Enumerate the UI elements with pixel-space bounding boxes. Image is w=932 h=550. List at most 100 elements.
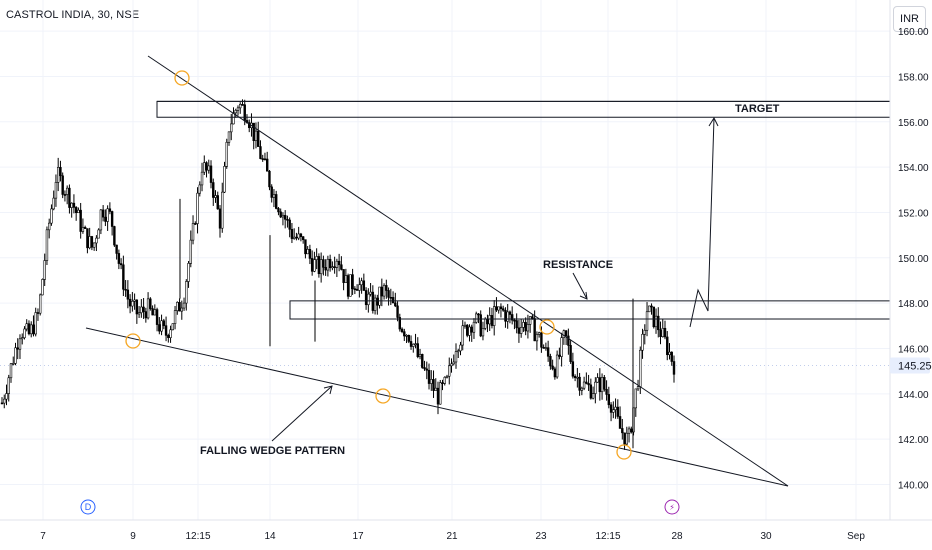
drawings[interactable]: TARGET RESISTANCE FALLING WEDGE PATTERN [85,55,891,487]
candle-body [319,259,323,275]
candle-body [587,383,590,386]
candle-body [340,264,343,270]
candle-body [490,315,494,326]
candle-body [661,327,664,337]
candle-body [391,297,395,304]
candle-body [230,123,233,133]
candle-body [369,291,372,295]
candle-body [569,345,572,362]
candle-body [301,236,305,240]
candle-body [18,338,22,350]
candle-body [432,379,435,391]
pattern-arrow-head [323,385,333,395]
last-price-value: 145.25 [898,360,932,372]
candle-body [126,289,130,300]
dividend-badge[interactable] [80,499,96,515]
candle-body [616,406,620,417]
candle-body [101,209,105,218]
candle-body [131,300,134,307]
candle-body [346,275,350,297]
candle-body [645,311,649,331]
candle-body [497,306,500,311]
candle-body [268,170,271,188]
candle-body [27,323,31,335]
candle-body [603,377,606,390]
time-tick-label: 28 [671,531,683,542]
pattern-arrow[interactable] [271,385,333,442]
candle-body [668,351,671,356]
candle-body [185,281,188,304]
price-tick-label: 150.00 [898,254,929,265]
candle-body [124,288,127,291]
candle-body [189,239,192,264]
candle-body [436,387,440,405]
candle-body [88,236,91,249]
candle-body [59,167,62,177]
price-tick-label: 140.00 [898,481,929,492]
candle-body [68,187,71,208]
earnings-marker[interactable]: ⚡ [664,499,680,515]
candle-body [367,293,370,306]
candle-body [151,308,154,316]
candle-body [133,299,136,302]
candle-body [326,258,330,271]
candle-body [457,350,460,353]
candle-body [618,416,622,429]
price-axis[interactable]: 140.00 142.00 144.00 146.00 148.00 150.00 152.… [898,27,929,491]
candle-body [650,305,653,308]
candle-body [52,197,55,210]
candle-body [270,186,273,198]
dividend-badge-label: D [85,502,92,512]
candle-body [573,375,577,379]
candle-body [484,318,487,329]
candle-body [218,208,222,229]
candle-body [382,285,386,297]
candle-body [344,275,348,283]
pivot-marker [125,333,141,349]
candle-body [486,318,489,325]
candle-body [609,404,613,413]
candle-body [666,336,669,356]
currency-button[interactable]: INR [893,6,926,32]
candle-body [441,382,444,384]
candle-body [299,233,303,238]
candle-body [333,266,336,268]
candle-body [378,286,381,306]
candle-body [535,334,539,342]
wedge-upper-trendline[interactable] [147,55,789,487]
pivot-markers [125,70,632,460]
candle-body [187,263,190,282]
candle-body [272,194,276,198]
time-axis[interactable]: 7 9 12:15 14 17 21 23 12:15 28 30 Sep [40,531,865,542]
candle-body [439,382,442,405]
candle-body [122,264,125,290]
price-tick-label: 142.00 [898,435,929,446]
wedge-lower-trendline[interactable] [85,327,789,487]
resistance-arrow[interactable] [572,272,588,300]
dividend-marker[interactable]: D [80,499,96,515]
candle-body [652,306,655,328]
candle-body [551,365,554,370]
price-tick-label: 144.00 [898,390,929,401]
candle-body [254,130,258,141]
candle-body [194,223,197,225]
projection-arrow[interactable] [689,117,715,328]
candle-body [234,110,237,114]
candle-body [461,325,464,346]
target-zone[interactable] [156,100,891,118]
candle-body [160,320,163,332]
candle-body [450,363,453,367]
candle-body [16,347,19,350]
candle-body [396,305,399,318]
candle-body [627,428,631,434]
candle-body [448,365,451,377]
time-tick-label: 17 [352,531,364,542]
candle-body [173,310,177,324]
earnings-badge[interactable] [664,499,680,515]
candle-body [324,267,327,271]
candle-body [191,223,195,241]
symbol-title: CASTROL INDIA, 30, NSE [6,9,140,21]
candle-body [308,248,312,259]
candle-body [358,284,361,291]
